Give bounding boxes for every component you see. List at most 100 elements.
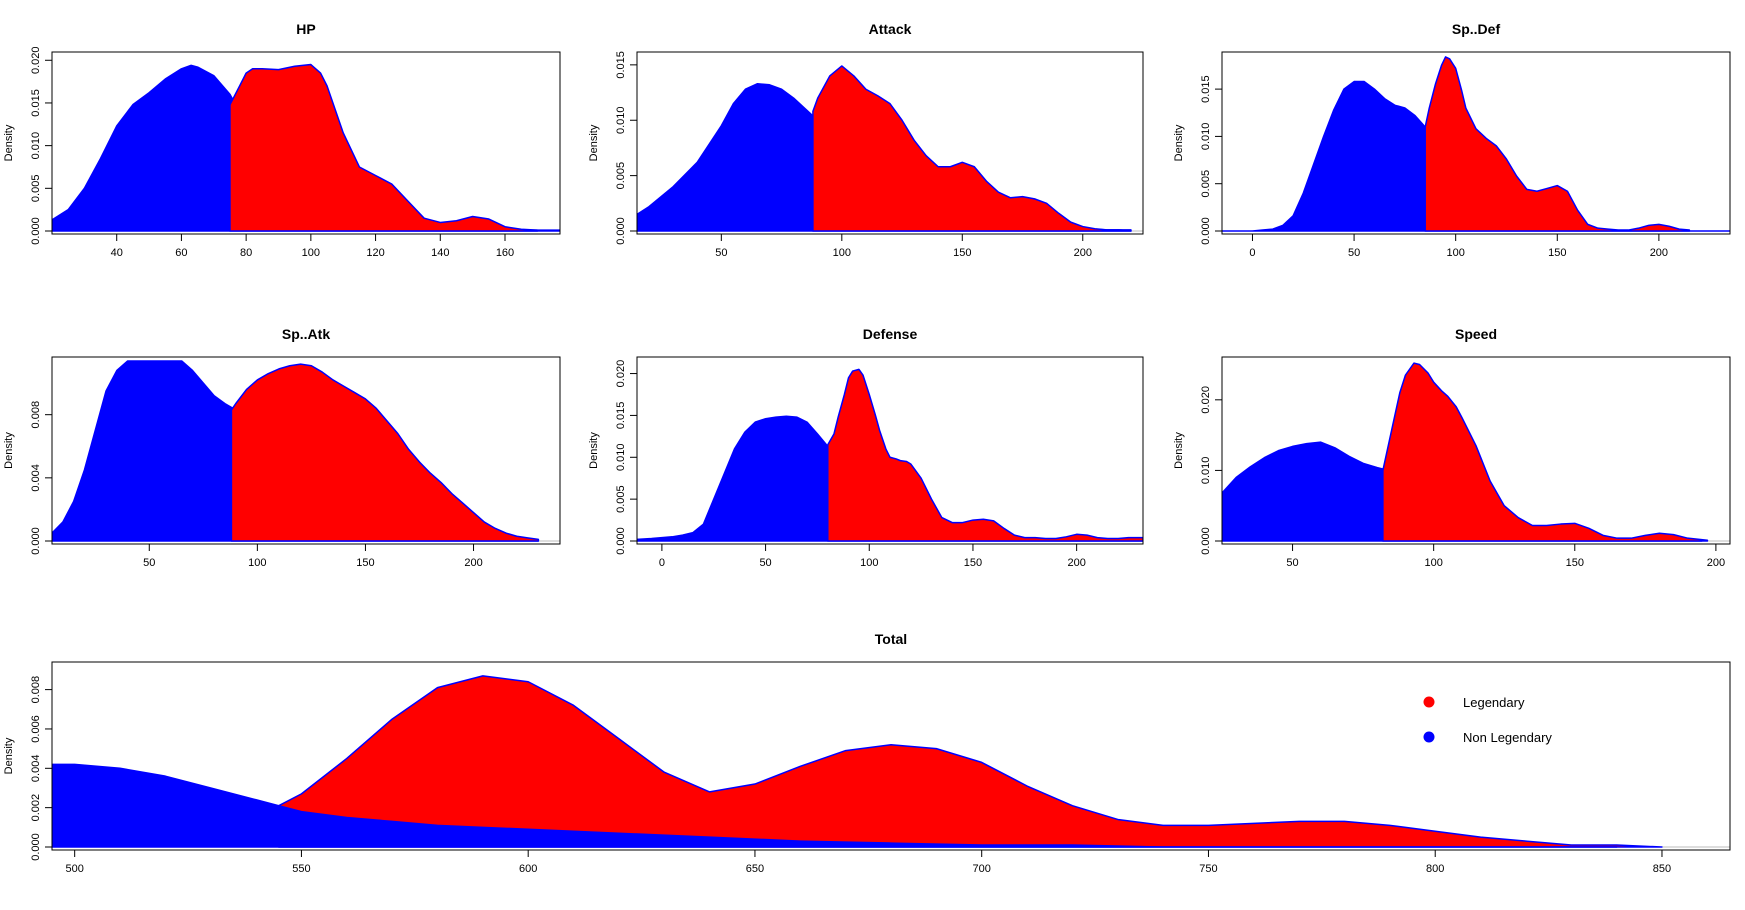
x-tick-label: 150 bbox=[964, 557, 982, 569]
panel-defense: Defense 0 50 100 150 200 0.000 0.005 0.010 0.015 0… bbox=[588, 326, 1144, 569]
x-tick-label: 200 bbox=[464, 557, 482, 569]
legend-label-legendary: Legendary bbox=[1463, 695, 1525, 710]
y-tick-label: 0.004 bbox=[30, 464, 42, 492]
y-axis-label: Density bbox=[3, 737, 15, 774]
plot-frame bbox=[51, 661, 1731, 851]
x-tick-label: 100 bbox=[248, 557, 266, 569]
y-tick-label: 0.000 bbox=[1200, 527, 1212, 555]
plot-area bbox=[1222, 362, 1730, 542]
y-tick-label: 0.010 bbox=[1200, 123, 1212, 151]
y-tick-label: 0.008 bbox=[30, 401, 42, 429]
x-tick-label: 120 bbox=[366, 247, 384, 259]
y-tick-label: 0.015 bbox=[615, 51, 627, 79]
x-tick-label: 500 bbox=[65, 863, 83, 875]
x-tick-label: 200 bbox=[1650, 247, 1668, 259]
x-tick-label: 850 bbox=[1653, 863, 1671, 875]
x-tick-label: 50 bbox=[715, 247, 727, 259]
panel-title: Attack bbox=[869, 21, 912, 37]
plot-frame bbox=[636, 356, 1144, 545]
y-tick-label: 0.000 bbox=[615, 527, 627, 555]
legend: Legendary Non Legendary bbox=[1423, 695, 1552, 745]
panel-sp-def: Sp..Def 0 50 100 150 200 0.000 0.005 0.010 0.015 D… bbox=[1173, 21, 1731, 259]
y-tick-label: 0.006 bbox=[30, 715, 42, 743]
density-area-legendary bbox=[1382, 362, 1709, 542]
y-tick-label: 0.010 bbox=[30, 132, 42, 160]
plot-area bbox=[637, 368, 1143, 542]
y-axis-label: Density bbox=[3, 432, 15, 469]
legend-label-non-legendary: Non Legendary bbox=[1463, 730, 1552, 745]
y-axis-label: Density bbox=[1173, 124, 1185, 161]
y-tick-label: 0.008 bbox=[30, 676, 42, 704]
y-tick-label: 0.005 bbox=[615, 485, 627, 513]
density-area-legendary bbox=[1424, 56, 1691, 232]
density-area-legendary bbox=[230, 363, 540, 542]
panel-sp-atk: Sp..Atk 50 100 150 200 0.000 0.004 0.008 Density bbox=[3, 326, 561, 569]
plot-area bbox=[52, 675, 1730, 848]
x-tick-label: 550 bbox=[292, 863, 310, 875]
x-tick-label: 100 bbox=[1424, 557, 1442, 569]
plot-frame bbox=[51, 356, 561, 545]
y-tick-label: 0.000 bbox=[1200, 217, 1212, 245]
legend-marker-non-legendary bbox=[1423, 731, 1435, 743]
x-tick-label: 200 bbox=[1067, 557, 1085, 569]
legend-marker-legendary bbox=[1423, 696, 1435, 708]
x-tick-label: 150 bbox=[1548, 247, 1566, 259]
x-tick-label: 0 bbox=[1249, 247, 1255, 259]
panel-title: HP bbox=[296, 21, 315, 37]
x-tick-label: 150 bbox=[356, 557, 374, 569]
x-tick-label: 200 bbox=[1074, 247, 1092, 259]
y-tick-label: 0.005 bbox=[615, 162, 627, 190]
y-axis-label: Density bbox=[588, 432, 600, 469]
y-tick-label: 0.000 bbox=[615, 217, 627, 245]
density-area-legendary bbox=[827, 368, 1143, 542]
panel-speed: Speed 50 100 150 200 0.000 0.010 0.020 Density bbox=[1173, 326, 1731, 569]
density-area-legendary bbox=[278, 675, 1663, 848]
y-tick-label: 0.020 bbox=[615, 360, 627, 388]
x-tick-label: 60 bbox=[175, 247, 187, 259]
panel-attack: Attack 50 100 150 200 0.000 0.005 0.010 0.015 Den… bbox=[588, 21, 1144, 259]
y-tick-label: 0.000 bbox=[30, 833, 42, 861]
plot-frame bbox=[636, 51, 1144, 235]
y-tick-label: 0.020 bbox=[30, 47, 42, 75]
x-tick-label: 100 bbox=[302, 247, 320, 259]
x-tick-label: 160 bbox=[496, 247, 514, 259]
x-tick-label: 40 bbox=[111, 247, 123, 259]
x-tick-label: 800 bbox=[1426, 863, 1444, 875]
x-tick-label: 0 bbox=[659, 557, 665, 569]
x-tick-label: 150 bbox=[953, 247, 971, 259]
plot-frame bbox=[1221, 51, 1731, 235]
density-area-non-legendary bbox=[52, 763, 1618, 848]
y-tick-label: 0.004 bbox=[30, 755, 42, 783]
x-tick-label: 50 bbox=[759, 557, 771, 569]
y-axis-label: Density bbox=[1173, 432, 1185, 469]
x-tick-label: 200 bbox=[1707, 557, 1725, 569]
y-tick-label: 0.005 bbox=[1200, 170, 1212, 198]
x-tick-label: 100 bbox=[833, 247, 851, 259]
x-tick-label: 140 bbox=[431, 247, 449, 259]
plot-frame bbox=[1221, 356, 1731, 545]
panel-total: Total 500 550 600 650 700 750 800 850 0.000 0.002 0… bbox=[3, 631, 1731, 875]
y-tick-label: 0.010 bbox=[1200, 457, 1212, 485]
x-tick-label: 150 bbox=[1566, 557, 1584, 569]
x-tick-label: 100 bbox=[860, 557, 878, 569]
panel-title: Speed bbox=[1455, 326, 1497, 342]
density-area-legendary bbox=[229, 63, 539, 232]
y-tick-label: 0.015 bbox=[1200, 75, 1212, 103]
panel-title: Sp..Atk bbox=[282, 326, 330, 342]
x-tick-label: 80 bbox=[240, 247, 252, 259]
x-tick-label: 100 bbox=[1447, 247, 1465, 259]
x-tick-label: 50 bbox=[143, 557, 155, 569]
y-tick-label: 0.005 bbox=[30, 175, 42, 203]
panel-title: Sp..Def bbox=[1452, 21, 1501, 37]
y-tick-label: 0.015 bbox=[30, 89, 42, 117]
density-area-legendary bbox=[812, 65, 1132, 232]
plot-frame bbox=[51, 51, 561, 235]
y-tick-label: 0.000 bbox=[30, 527, 42, 555]
y-axis-label: Density bbox=[3, 124, 15, 161]
panel-title: Total bbox=[875, 631, 907, 647]
y-tick-label: 0.020 bbox=[1200, 386, 1212, 414]
plot-area bbox=[637, 65, 1143, 232]
y-tick-label: 0.000 bbox=[30, 217, 42, 245]
plot-area bbox=[52, 360, 560, 542]
